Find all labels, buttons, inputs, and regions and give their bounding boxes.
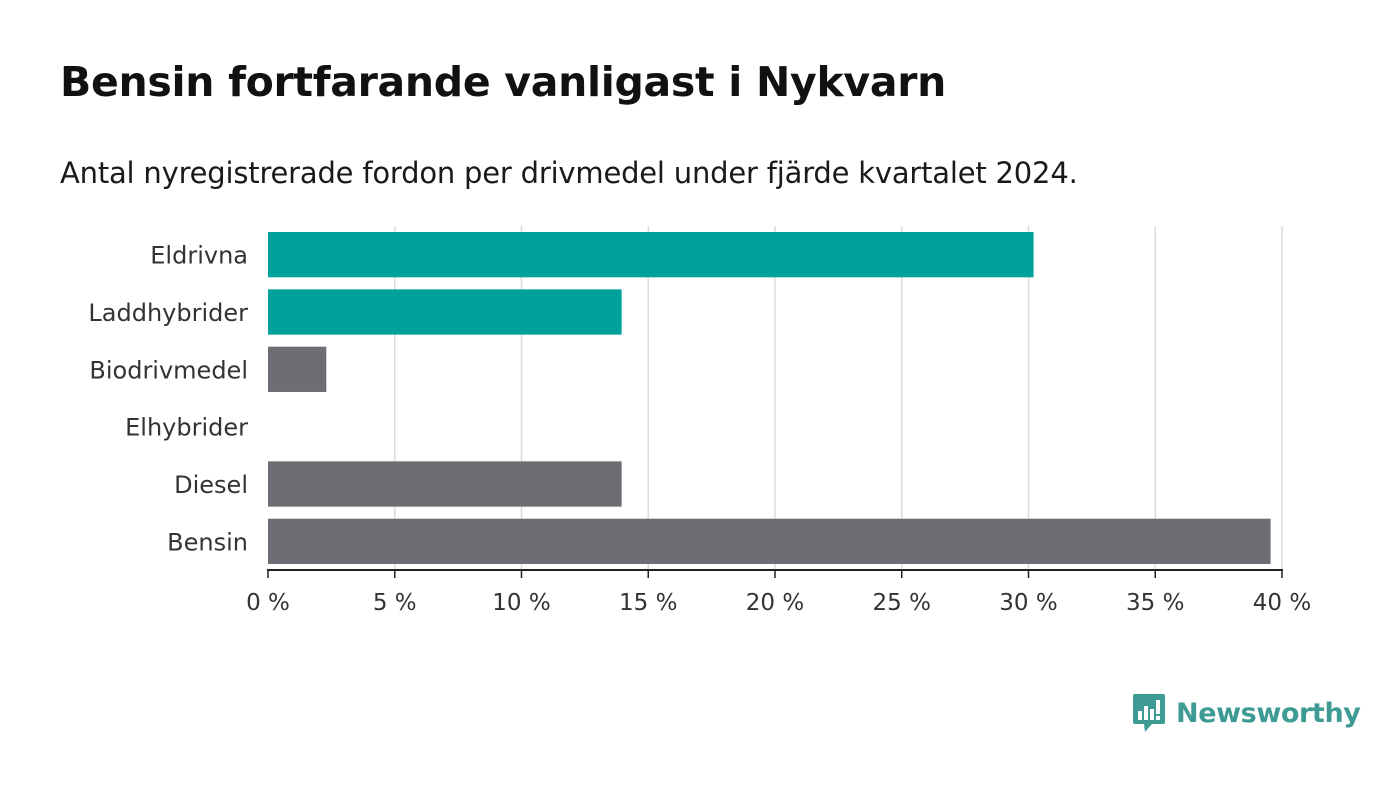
newsworthy-logo[interactable]: Newsworthy [1132, 692, 1361, 734]
bar-bensin[interactable] [268, 518, 1271, 564]
category-label: Elhybrider [125, 414, 248, 442]
x-tick-label: 35 % [1126, 590, 1184, 616]
category-label: Bensin [167, 528, 248, 556]
chart-title: Bensin fortfarande vanligast i Nykvarn [60, 58, 947, 106]
bar-chart: 0 % 5 % 10 % 15 % 20 % 25 % 30 % 35 % 40 % Eldri… [88, 226, 1311, 616]
bar-diesel[interactable] [268, 461, 622, 507]
x-axis: 0 % 5 % 10 % 15 % 20 % 25 % 30 % 35 % 40 % [246, 569, 1311, 616]
category-label: Biodrivmedel [89, 356, 248, 384]
chart-subtitle: Antal nyregistrerade fordon per drivmede… [60, 156, 1078, 190]
newsworthy-logo-text: Newsworthy [1176, 697, 1361, 729]
category-labels: Eldrivna Laddhybrider Biodrivmedel Elhybrid… [88, 242, 248, 557]
bars [268, 232, 1271, 564]
x-tick-label: 0 % [246, 590, 290, 616]
x-tick-label: 15 % [619, 590, 677, 616]
bar-eldrivna[interactable] [268, 232, 1034, 278]
x-tick-label: 10 % [492, 590, 550, 616]
category-label: Diesel [174, 471, 248, 499]
x-tick-label: 25 % [873, 590, 931, 616]
category-label: Laddhybrider [88, 299, 248, 327]
bar-laddhybrider[interactable] [268, 289, 622, 335]
x-tick-label: 40 % [1253, 590, 1311, 616]
newsworthy-logo-icon [1133, 694, 1165, 732]
x-tick-label: 20 % [746, 590, 804, 616]
x-tick-label: 5 % [373, 590, 417, 616]
bar-biodrivmedel[interactable] [268, 346, 327, 392]
category-label: Eldrivna [150, 242, 248, 270]
gridlines [394, 226, 1283, 570]
x-tick-label: 30 % [999, 590, 1057, 616]
